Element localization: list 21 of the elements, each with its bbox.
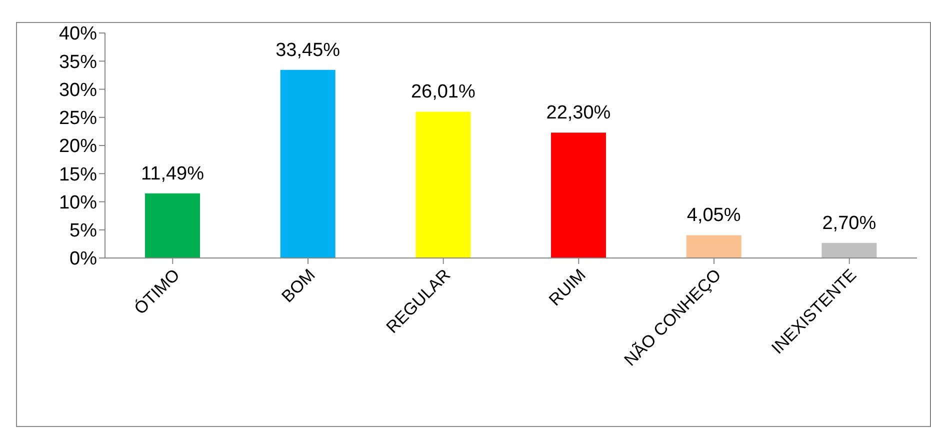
- y-tick-label: 0%: [70, 248, 98, 270]
- bar: [280, 70, 336, 258]
- data-label: 26,01%: [410, 82, 476, 103]
- y-tick-label: 30%: [58, 80, 98, 101]
- bar: [551, 132, 606, 258]
- y-tick-label: 25%: [58, 108, 98, 130]
- y-tick-label: 10%: [58, 192, 98, 214]
- bar: [145, 193, 200, 258]
- y-tick-label: 40%: [58, 24, 98, 45]
- data-label: 22,30%: [546, 102, 611, 124]
- y-tick-label: 20%: [58, 136, 98, 158]
- y-tick-label: 35%: [58, 52, 98, 73]
- data-label: 11,49%: [140, 163, 204, 184]
- data-label: 33,45%: [276, 40, 340, 61]
- bar: [686, 235, 742, 258]
- data-label: 2,70%: [822, 212, 876, 234]
- y-tick-label: 15%: [58, 164, 98, 186]
- bar: [822, 242, 877, 258]
- y-tick-label: 5%: [70, 220, 98, 242]
- data-label: 4,05%: [686, 205, 741, 226]
- bar: [416, 112, 471, 258]
